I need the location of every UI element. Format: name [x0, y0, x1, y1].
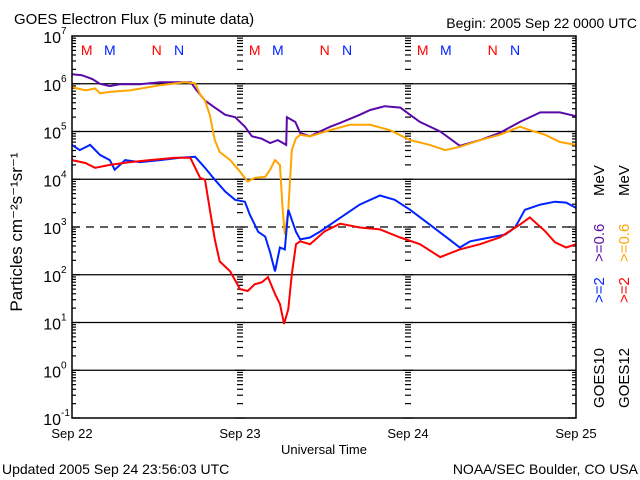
- x-axis-label: Universal Time: [281, 442, 367, 457]
- legend-goes12-e06: >=0.6: [616, 224, 633, 262]
- x-tick-label: Sep 23: [219, 426, 260, 441]
- y-tick-exponent: 1: [61, 313, 67, 324]
- marker-m-blue: M: [104, 42, 116, 58]
- y-tick-base: 10: [43, 126, 61, 143]
- y-tick-base: 10: [43, 173, 61, 190]
- updated-timestamp: Updated 2005 Sep 24 23:56:03 UTC: [2, 461, 229, 477]
- x-tick-label: Sep 25: [555, 426, 596, 441]
- series-line-goes10-2-mev: [71, 143, 577, 272]
- marker-n-blue: N: [174, 42, 184, 58]
- legend-goes10-sat: GOES10: [591, 348, 608, 408]
- y-tick-label: 10 6: [43, 74, 67, 95]
- y-tick-label: 10 1: [43, 313, 67, 334]
- x-tick-label: Sep 22: [51, 426, 92, 441]
- y-tick-label: 10 4: [43, 169, 67, 190]
- legend-goes10-e2: >=2: [591, 277, 608, 303]
- y-tick-label: 10 5: [43, 122, 67, 143]
- series-line-goes12-0-6-mev: [71, 81, 577, 235]
- y-tick-base: 10: [43, 364, 61, 381]
- marker-n-red: N: [488, 42, 498, 58]
- marker-n-red: N: [152, 42, 162, 58]
- legend-goes12: GOES12 >=2 >=0.6 MeV: [616, 165, 633, 408]
- y-axis-label: Particles cm⁻²s⁻¹sr⁻¹: [7, 152, 26, 311]
- y-tick-base: 10: [43, 30, 61, 47]
- y-tick-exponent: 5: [61, 122, 67, 133]
- y-tick-base: 10: [43, 317, 61, 334]
- y-tick-exponent: 2: [61, 265, 67, 276]
- marker-m-red: M: [417, 42, 429, 58]
- y-tick-base: 10: [43, 269, 61, 286]
- plot-frame: [71, 35, 577, 419]
- series-lines: [71, 73, 577, 325]
- y-tick-base: 10: [43, 78, 61, 95]
- series-line-goes12-2-mev: [71, 156, 577, 325]
- y-tick-label: 10 7: [43, 26, 67, 47]
- legend-goes12-unit: MeV: [616, 165, 633, 196]
- marker-m-blue: M: [440, 42, 452, 58]
- marker-m-blue: M: [272, 42, 284, 58]
- y-tick-label: 10 2: [43, 265, 67, 286]
- y-tick-exponent: 3: [61, 217, 67, 228]
- y-tick-label: 10 -1: [43, 408, 70, 429]
- marker-m-red: M: [249, 42, 261, 58]
- marker-n-red: N: [320, 42, 330, 58]
- legend-goes10-unit: MeV: [591, 165, 608, 196]
- gridlines: [72, 83, 576, 371]
- x-tick-labels: Sep 22 Sep 23 Sep 24 Sep 25: [51, 426, 596, 441]
- y-tick-base: 10: [43, 221, 61, 238]
- marker-m-red: M: [81, 42, 93, 58]
- marker-n-blue: N: [510, 42, 520, 58]
- chart-title: GOES Electron Flux (5 minute data): [14, 11, 254, 28]
- y-tick-exponent: -1: [61, 408, 70, 419]
- y-tick-label: 10 0: [43, 360, 67, 381]
- marker-n-blue: N: [342, 42, 352, 58]
- x-tick-label: Sep 24: [387, 426, 428, 441]
- y-tick-base: 10: [43, 412, 61, 429]
- y-tick-exponent: 0: [61, 360, 67, 371]
- data-source: NOAA/SEC Boulder, CO USA: [453, 461, 639, 477]
- y-tick-exponent: 7: [61, 26, 67, 37]
- y-tick-exponent: 4: [61, 169, 67, 180]
- legend-goes10: GOES10 >=2 >=0.6 MeV: [591, 165, 608, 408]
- series-line-goes10-0-6-mev: [71, 73, 577, 147]
- y-tick-exponent: 6: [61, 74, 67, 85]
- legend-goes12-e2: >=2: [616, 277, 633, 303]
- y-tick-label: 10 3: [43, 217, 67, 238]
- begin-label: Begin: 2005 Sep 22 0000 UTC: [446, 15, 637, 31]
- legend-goes10-e06: >=0.6: [591, 224, 608, 262]
- legend-goes12-sat: GOES12: [616, 348, 633, 408]
